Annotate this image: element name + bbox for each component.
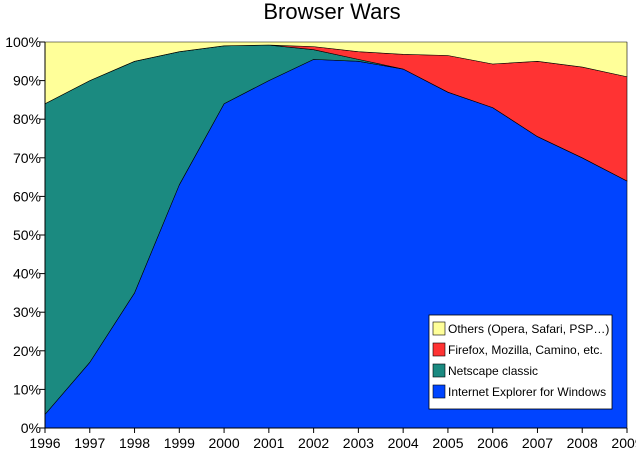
x-tick-label: 2009 <box>611 435 636 451</box>
y-tick-label: 0% <box>21 420 41 436</box>
x-tick-label: 2005 <box>432 435 463 451</box>
x-tick-label: 1998 <box>119 435 150 451</box>
y-tick-label: 90% <box>13 73 41 89</box>
legend-label: Firefox, Mozilla, Camino, etc. <box>448 343 603 357</box>
x-axis-ticks: 1996 1997 1998 1999 2000 2001 2002 2003 2004 2005… <box>29 428 636 451</box>
y-tick-label: 30% <box>13 304 41 320</box>
legend-swatch-others-opera-safari-psp <box>432 321 446 336</box>
x-tick-label: 2004 <box>388 435 419 451</box>
chart-title: Browser Wars <box>263 0 400 24</box>
legend-label: Others (Opera, Safari, PSP…) <box>448 322 609 336</box>
area-others-opera-safari-psp <box>44 41 628 105</box>
x-tick-label: 2003 <box>343 435 374 451</box>
legend: Others (Opera, Safari, PSP…) Firefox, Moz… <box>428 314 613 410</box>
y-tick-label: 80% <box>13 111 41 127</box>
y-axis-ticks: 0% 10% 20% 30% 40% 50% 60% 70% 80% 90% 100% <box>5 34 45 436</box>
legend-swatch-internet-explorer-for-windows <box>432 384 446 399</box>
x-tick-label: 2001 <box>253 435 284 451</box>
legend-label: Netscape classic <box>448 364 538 378</box>
y-tick-label: 100% <box>5 34 41 50</box>
x-tick-label: 1999 <box>164 435 195 451</box>
y-tick-label: 10% <box>13 381 41 397</box>
y-tick-label: 40% <box>13 266 41 282</box>
legend-swatch-firefox-mozilla-camino-etc <box>432 342 446 357</box>
y-tick-label: 60% <box>13 188 41 204</box>
x-tick-label: 2000 <box>208 435 239 451</box>
x-tick-label: 1997 <box>74 435 105 451</box>
y-tick-label: 50% <box>13 227 41 243</box>
x-tick-label: 2007 <box>522 435 553 451</box>
legend-label: Internet Explorer for Windows <box>448 385 606 399</box>
legend-box <box>428 314 613 410</box>
x-tick-label: 1996 <box>29 435 60 451</box>
y-tick-label: 70% <box>13 150 41 166</box>
x-tick-label: 2008 <box>567 435 598 451</box>
x-tick-label: 2002 <box>298 435 329 451</box>
x-tick-label: 2006 <box>477 435 508 451</box>
y-tick-label: 20% <box>13 343 41 359</box>
legend-swatch-netscape-classic <box>432 363 446 378</box>
